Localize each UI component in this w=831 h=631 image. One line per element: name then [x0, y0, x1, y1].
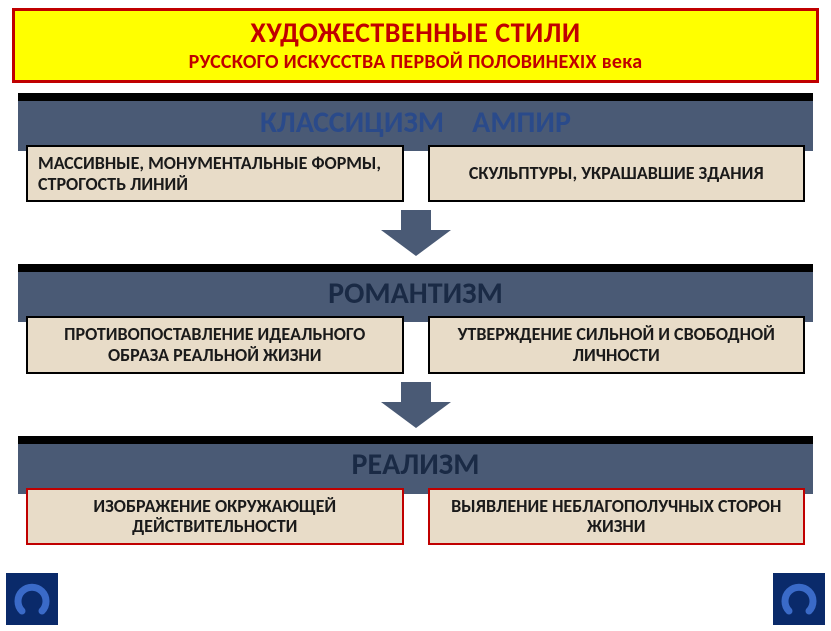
card-classicism-2: СКУЛЬПТУРЫ, УКРАШАВШИЕ ЗДАНИЯ	[428, 145, 806, 202]
card-realism-1: ИЗОБРАЖЕНИЕ ОКРУЖАЮЩЕЙ ДЕЙСТВИТЕЛЬНОСТИ	[26, 488, 404, 545]
section-strip	[18, 264, 813, 272]
section-strip	[18, 436, 813, 444]
section-romanticism: РОМАНТИЗМ ПРОТИВОПОСТАВЛЕНИЕ ИДЕАЛЬНОГО …	[18, 264, 813, 383]
arrow-down-2	[0, 382, 831, 428]
nav-prev-button[interactable]	[6, 573, 58, 625]
cards-row: МАССИВНЫЕ, МОНУМЕНТАЛЬНЫЕ ФОРМЫ, СТРОГОС…	[18, 145, 813, 212]
section-classicism: КЛАССИЦИЗМ АМПИР МАССИВНЫЕ, МОНУМЕНТАЛЬН…	[18, 93, 813, 212]
title-line-1: ХУДОЖЕСТВЕННЫЕ СТИЛИ	[15, 15, 816, 50]
title-line-2: РУССКОГО ИСКУССТВА ПЕРВОЙ ПОЛОВИНЕXIX ве…	[15, 50, 816, 74]
header-label-empire: АМПИР	[472, 104, 571, 141]
section-strip	[18, 93, 813, 101]
nav-next-button[interactable]	[773, 573, 825, 625]
header-label-classicism: КЛАССИЦИЗМ	[260, 104, 444, 141]
section-header-classicism: КЛАССИЦИЗМ АМПИР	[18, 93, 813, 151]
header-label-realism: РЕАЛИЗМ	[352, 446, 480, 483]
horseshoe-icon	[12, 579, 52, 619]
arrow-down-icon	[376, 210, 456, 256]
card-realism-2: ВЫЯВЛЕНИЕ НЕБЛАГОПОЛУЧНЫХ СТОРОН ЖИЗНИ	[428, 488, 806, 545]
arrow-down-icon	[376, 382, 456, 428]
section-realism: РЕАЛИЗМ ИЗОБРАЖЕНИЕ ОКРУЖАЮЩЕЙ ДЕЙСТВИТЕ…	[18, 436, 813, 555]
cards-row: ИЗОБРАЖЕНИЕ ОКРУЖАЮЩЕЙ ДЕЙСТВИТЕЛЬНОСТИ …	[18, 488, 813, 555]
title-banner: ХУДОЖЕСТВЕННЫЕ СТИЛИ РУССКОГО ИСКУССТВА …	[12, 8, 819, 83]
section-header-realism: РЕАЛИЗМ	[18, 436, 813, 494]
card-romanticism-2: УТВЕРЖДЕНИЕ СИЛЬНОЙ И СВОБОДНОЙ ЛИЧНОСТИ	[428, 316, 806, 373]
card-romanticism-1: ПРОТИВОПОСТАВЛЕНИЕ ИДЕАЛЬНОГО ОБРАЗА РЕА…	[26, 316, 404, 373]
section-header-romanticism: РОМАНТИЗМ	[18, 264, 813, 322]
horseshoe-icon	[779, 579, 819, 619]
arrow-down-1	[0, 210, 831, 256]
card-classicism-1: МАССИВНЫЕ, МОНУМЕНТАЛЬНЫЕ ФОРМЫ, СТРОГОС…	[26, 145, 404, 202]
header-label-romanticism: РОМАНТИЗМ	[328, 275, 503, 312]
cards-row: ПРОТИВОПОСТАВЛЕНИЕ ИДЕАЛЬНОГО ОБРАЗА РЕА…	[18, 316, 813, 383]
